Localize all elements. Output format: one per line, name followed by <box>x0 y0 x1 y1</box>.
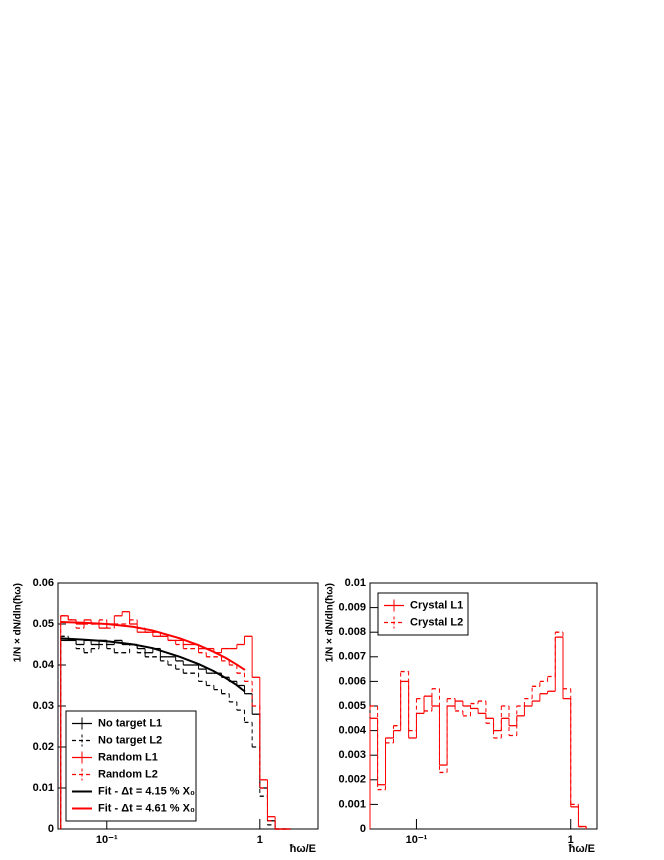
x-tick-label: 10⁻¹ <box>96 834 118 846</box>
plot: 0 0.001 0.002 0.003 0.004 0.005 0.006 0.007 0.00… <box>325 577 598 855</box>
legend-label: No target L1 <box>98 717 162 729</box>
legend-label: Fit - Δt = 4.61 % X₀ <box>98 802 195 814</box>
x-axis-label: ħω/E <box>290 843 316 855</box>
legend-label: Random L1 <box>98 751 158 763</box>
fit-line <box>60 637 246 693</box>
legend-label: No target L2 <box>98 734 162 746</box>
y-tick-label: 0.008 <box>338 626 366 638</box>
legend-box <box>65 710 197 822</box>
y-tick-label: 0.03 <box>33 700 54 712</box>
legend-label: Fit - Δt = 4.15 % X₀ <box>98 785 195 797</box>
y-tick-label: 0.04 <box>33 659 55 671</box>
y-tick-label: 0.06 <box>33 577 54 589</box>
y-tick-label: 0 <box>360 823 366 835</box>
y-tick-label: 0.01 <box>345 577 366 589</box>
y-tick-label: 0.006 <box>338 675 366 687</box>
y-axis-label: 1/N × dN/dln(ħω) <box>325 583 336 662</box>
y-tick-label: 0.005 <box>338 700 366 712</box>
legend-label: Crystal L2 <box>410 616 463 628</box>
legend-box <box>377 592 469 636</box>
x-tick-label: 1 <box>257 834 263 846</box>
y-tick-label: 0.002 <box>338 774 366 786</box>
legend-label: Random L2 <box>98 768 158 780</box>
fit-line <box>60 620 246 671</box>
y-axis-label: 1/N × dN/dln(ħω) <box>13 583 24 662</box>
y-tick-label: 0.009 <box>338 602 366 614</box>
y-tick-label: 0.003 <box>338 749 366 761</box>
plot: 0 0.01 0.02 0.03 0.04 0.05 0.06 10⁻¹ 1 ħω/E 1/N × … <box>13 577 319 855</box>
y-tick-label: 0.004 <box>338 725 366 737</box>
y-tick-label: 0 <box>48 823 54 835</box>
legend-label: Crystal L1 <box>410 599 463 611</box>
y-tick-label: 0.02 <box>33 741 54 753</box>
x-tick-label: 1 <box>568 834 574 846</box>
x-axis-label: ħω/E <box>569 843 595 855</box>
y-tick-label: 0.007 <box>338 651 366 663</box>
y-tick-label: 0.001 <box>338 798 366 810</box>
x-tick-label: 10⁻¹ <box>406 834 428 846</box>
y-tick-label: 0.05 <box>33 618 54 630</box>
y-tick-label: 0.01 <box>33 782 54 794</box>
